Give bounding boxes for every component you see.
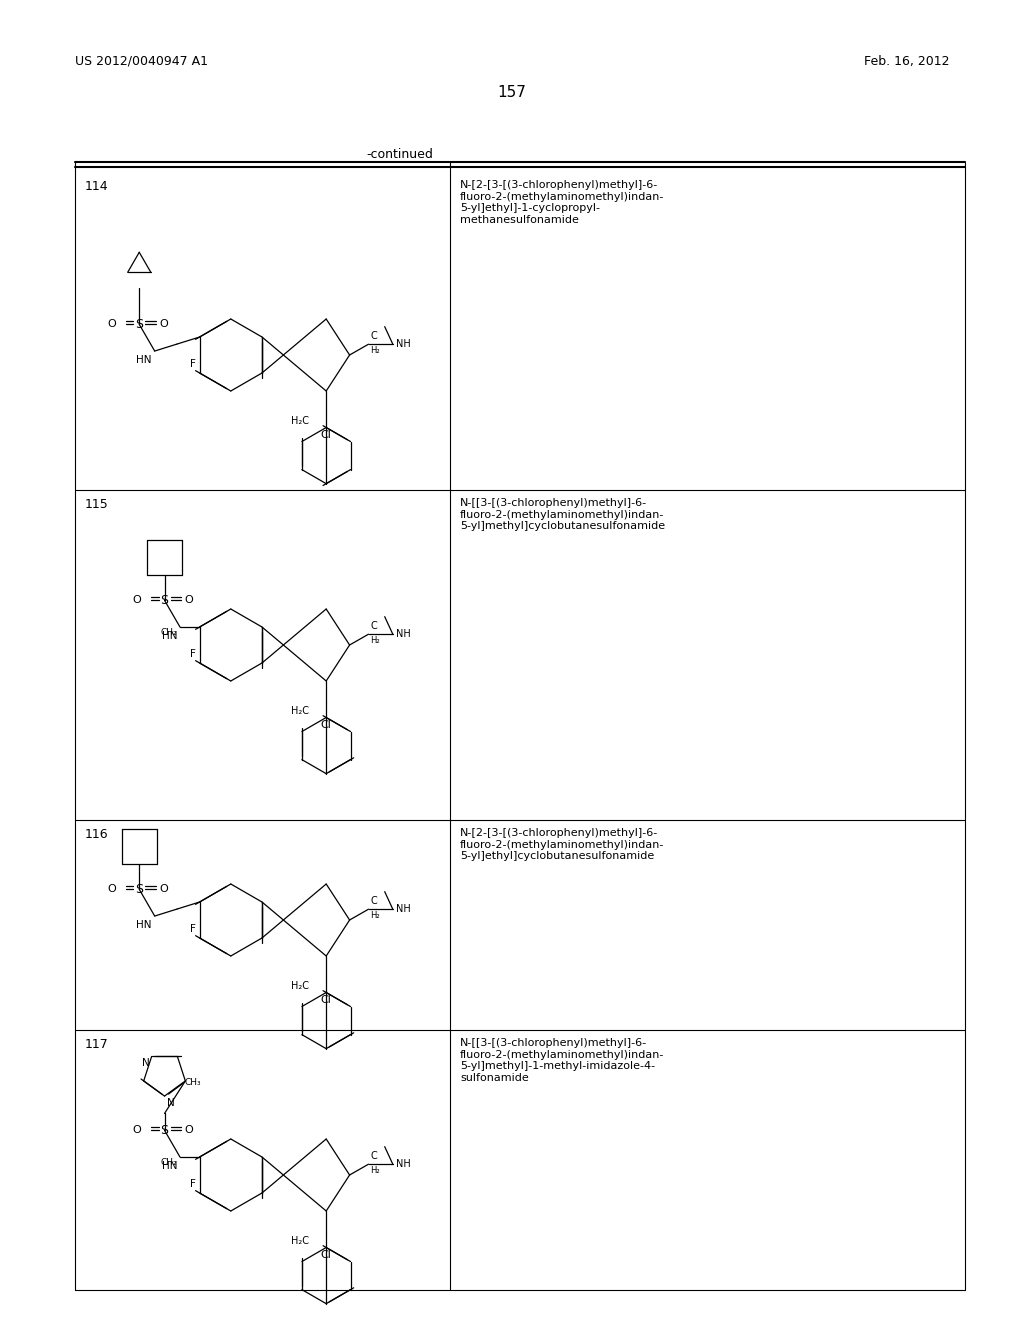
Text: N-[[3-[(3-chlorophenyl)methyl]-6-
fluoro-2-(methylaminomethyl)indan-
5-yl]methyl: N-[[3-[(3-chlorophenyl)methyl]-6- fluoro… <box>460 1038 665 1082</box>
Text: F: F <box>189 649 196 659</box>
Text: HN: HN <box>162 1162 177 1171</box>
Text: C: C <box>371 622 377 631</box>
Text: Feb. 16, 2012: Feb. 16, 2012 <box>864 55 950 69</box>
Text: Cl: Cl <box>321 1250 332 1261</box>
Text: HN: HN <box>162 631 177 642</box>
Text: N-[[3-[(3-chlorophenyl)methyl]-6-
fluoro-2-(methylaminomethyl)indan-
5-yl]methyl: N-[[3-[(3-chlorophenyl)methyl]-6- fluoro… <box>460 498 666 531</box>
Text: NH: NH <box>396 339 411 350</box>
Text: O: O <box>184 1126 194 1135</box>
Text: N: N <box>167 1098 174 1107</box>
Text: C: C <box>371 1151 377 1162</box>
Text: 114: 114 <box>85 180 109 193</box>
Text: HN: HN <box>136 920 152 931</box>
Text: CH₂: CH₂ <box>161 1159 177 1167</box>
Text: CH₃: CH₃ <box>184 1077 201 1086</box>
Text: C: C <box>371 331 377 341</box>
Text: N-[2-[3-[(3-chlorophenyl)methyl]-6-
fluoro-2-(methylaminomethyl)indan-
5-yl]ethy: N-[2-[3-[(3-chlorophenyl)methyl]-6- fluo… <box>460 180 665 224</box>
Text: S: S <box>135 318 143 331</box>
Text: O: O <box>133 595 141 606</box>
Text: NH: NH <box>396 1159 411 1170</box>
Text: NH: NH <box>396 904 411 915</box>
Text: S: S <box>135 883 143 896</box>
Text: 117: 117 <box>85 1038 109 1051</box>
Text: F: F <box>189 359 196 370</box>
Text: US 2012/0040947 A1: US 2012/0040947 A1 <box>75 55 208 69</box>
Text: H₂: H₂ <box>371 911 380 920</box>
Text: O: O <box>108 884 116 895</box>
Text: H₂: H₂ <box>371 636 380 645</box>
Text: S: S <box>161 1123 169 1137</box>
Text: 157: 157 <box>498 84 526 100</box>
Text: F: F <box>189 1179 196 1189</box>
Text: H₂C: H₂C <box>292 981 309 991</box>
Text: 116: 116 <box>85 828 109 841</box>
Text: F: F <box>189 924 196 935</box>
Text: H₂C: H₂C <box>292 706 309 717</box>
Text: O: O <box>160 319 168 330</box>
Text: S: S <box>161 594 169 607</box>
Text: N: N <box>142 1059 150 1068</box>
Text: Cl: Cl <box>321 995 332 1006</box>
Text: NH: NH <box>396 630 411 639</box>
Text: O: O <box>160 884 168 895</box>
Text: O: O <box>108 319 116 330</box>
Text: O: O <box>184 595 194 606</box>
Text: Cl: Cl <box>321 430 332 441</box>
Text: -continued: -continued <box>367 148 433 161</box>
Text: C: C <box>371 896 377 907</box>
Text: 115: 115 <box>85 498 109 511</box>
Text: H₂C: H₂C <box>292 416 309 426</box>
Text: H₂: H₂ <box>371 346 380 355</box>
Text: CH₂: CH₂ <box>161 628 177 638</box>
Text: N-[2-[3-[(3-chlorophenyl)methyl]-6-
fluoro-2-(methylaminomethyl)indan-
5-yl]ethy: N-[2-[3-[(3-chlorophenyl)methyl]-6- fluo… <box>460 828 665 861</box>
Text: O: O <box>133 1126 141 1135</box>
Text: Cl: Cl <box>321 721 332 730</box>
Text: H₂C: H₂C <box>292 1237 309 1246</box>
Text: H₂: H₂ <box>371 1166 380 1175</box>
Text: HN: HN <box>136 355 152 366</box>
